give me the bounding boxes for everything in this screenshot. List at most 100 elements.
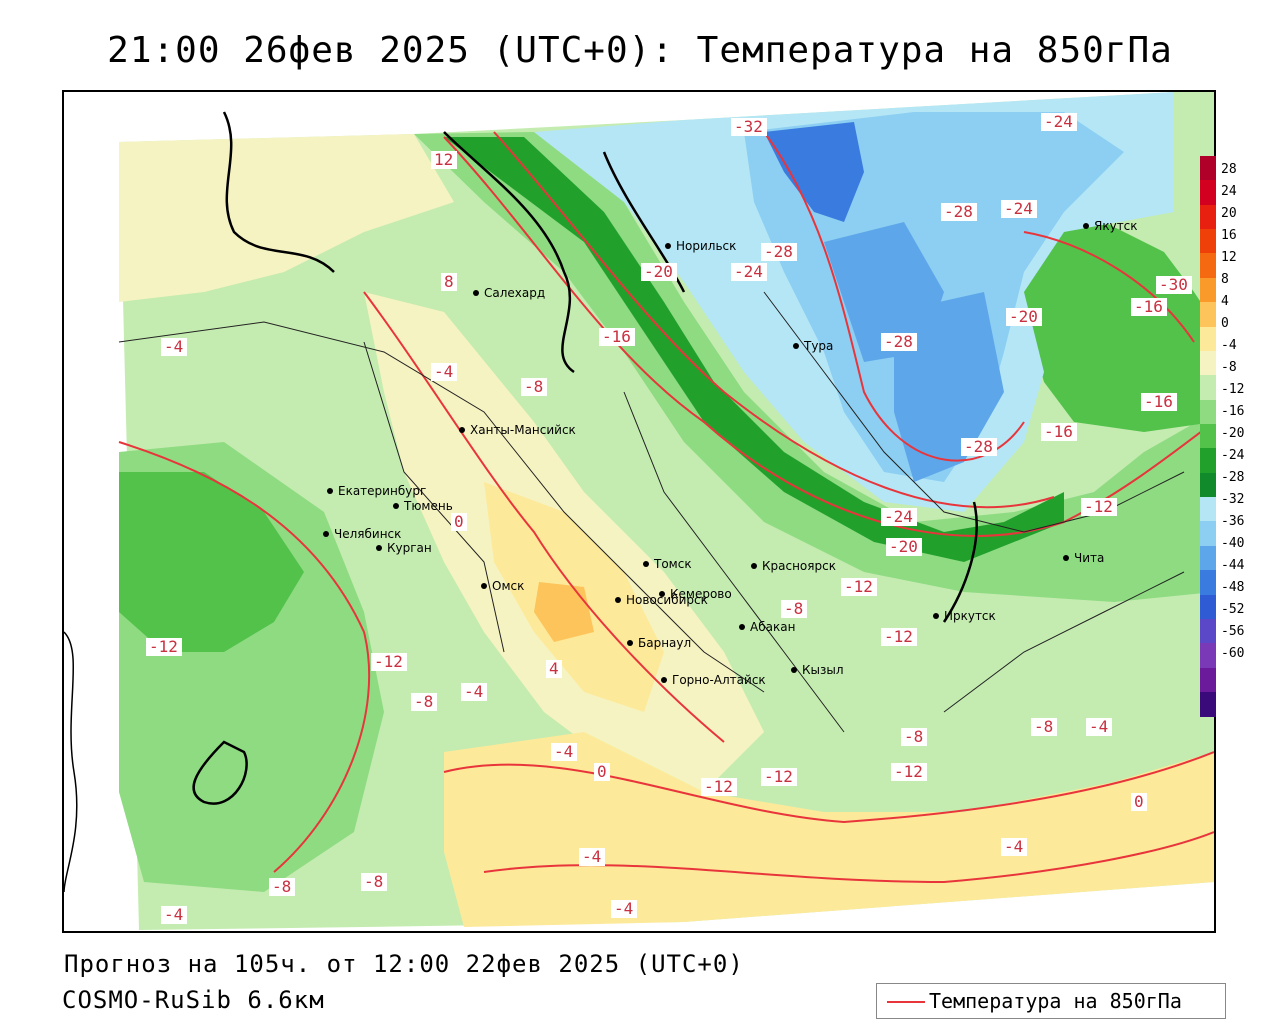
colorbar-tick-label: -20 (1221, 426, 1245, 441)
colorbar-segment (1200, 204, 1216, 231)
svg-text:-32: -32 (734, 117, 763, 136)
isotherm-label: -24 (1001, 199, 1037, 218)
city-marker: Новосибирск (615, 593, 708, 607)
colorbar-tick-label: 0 (1221, 316, 1229, 331)
city-dot (627, 640, 633, 646)
svg-text:-8: -8 (272, 877, 291, 896)
city-label: Екатеринбург (338, 484, 426, 498)
city-dot (661, 677, 667, 683)
svg-text:0: 0 (454, 512, 464, 531)
city-label: Чита (1074, 551, 1104, 565)
city-dot (473, 290, 479, 296)
colorbar-segment (1200, 156, 1216, 182)
svg-text:-4: -4 (164, 337, 183, 356)
city-marker: Кемерово (659, 587, 732, 601)
svg-text:-12: -12 (894, 762, 923, 781)
isotherm-label: 0 (451, 512, 467, 531)
city-dot (481, 583, 487, 589)
svg-text:-16: -16 (1144, 392, 1173, 411)
city-label: Абакан (750, 620, 795, 634)
colorbar-tick-label: -12 (1221, 382, 1245, 397)
colorbar-segment (1200, 375, 1216, 401)
svg-text:0: 0 (1134, 792, 1144, 811)
isotherm-label: -4 (461, 682, 487, 701)
isotherm-label: -8 (361, 872, 387, 891)
svg-text:-28: -28 (964, 437, 993, 456)
city-dot (739, 624, 745, 630)
colorbar-segment (1200, 472, 1216, 499)
city-marker: Салехард (473, 286, 545, 300)
city-dot (659, 591, 665, 597)
city-label: Новосибирск (626, 593, 708, 607)
temperature-map: Салехард Норильск Тура Якутск Ханты-Мансийск… (62, 90, 1216, 933)
svg-text:-20: -20 (889, 537, 918, 556)
colorbar-tick-label: 4 (1221, 294, 1229, 309)
city-label: Барнаул (638, 636, 691, 650)
colorbar-tick-label: -36 (1221, 514, 1245, 529)
cool-area-east (1014, 222, 1214, 432)
cities-layer: Салехард Норильск Тура Якутск Ханты-Мансийск… (323, 219, 1138, 687)
city-marker: Екатеринбург (327, 484, 426, 498)
svg-text:-4: -4 (464, 682, 483, 701)
isotherm-label: 4 (546, 659, 562, 678)
svg-text:-12: -12 (884, 627, 913, 646)
city-dot (793, 343, 799, 349)
city-marker: Томск (643, 557, 692, 571)
svg-text:-20: -20 (1009, 307, 1038, 326)
city-dot (665, 243, 671, 249)
svg-text:-12: -12 (1084, 497, 1113, 516)
city-label: Ханты-Мансийск (470, 423, 576, 437)
svg-text:-28: -28 (764, 242, 793, 261)
city-label: Салехард (484, 286, 545, 300)
colorbar-tick-label: -16 (1221, 404, 1245, 419)
legend: Температура на 850гПа (876, 983, 1226, 1019)
legend-line-swatch (887, 1001, 925, 1003)
isotherm-label: -24 (731, 262, 767, 281)
isotherm-label: -16 (1131, 297, 1167, 316)
colorbar-tick-label: -48 (1221, 580, 1245, 595)
svg-text:-12: -12 (374, 652, 403, 671)
city-marker: Тюмень (393, 499, 453, 513)
isotherm-label: -28 (941, 202, 977, 221)
svg-text:-4: -4 (164, 905, 183, 924)
city-label: Горно-Алтайск (672, 673, 766, 687)
colorbar-segment (1200, 350, 1216, 377)
colorbar (1200, 156, 1216, 718)
city-marker: Омск (481, 579, 524, 593)
city-dot (459, 427, 465, 433)
colorbar-tick-label: -44 (1221, 558, 1245, 573)
colorbar-tick-label: 12 (1221, 250, 1237, 265)
colorbar-segment (1200, 399, 1216, 425)
isotherm-label: -4 (611, 899, 637, 918)
isotherm-label: -12 (701, 777, 737, 796)
colorbar-segment (1200, 497, 1216, 523)
isotherm-label: -8 (269, 877, 295, 896)
isotherm-label: -28 (761, 242, 797, 261)
colorbar-segment (1200, 618, 1216, 645)
cool-core-west (119, 472, 304, 652)
svg-text:-30: -30 (1159, 275, 1188, 294)
isotherm-label: -4 (579, 847, 605, 866)
colorbar-tick-label: 16 (1221, 228, 1237, 243)
city-dot (615, 597, 621, 603)
svg-text:-4: -4 (1089, 717, 1108, 736)
svg-text:-12: -12 (704, 777, 733, 796)
isotherm-label: -16 (1041, 422, 1077, 441)
isotherm-label: 12 (431, 150, 457, 169)
city-marker: Челябинск (323, 527, 401, 541)
colorbar-segment (1200, 229, 1216, 255)
model-info: COSMO-RuSib 6.6км (62, 986, 325, 1014)
isotherm-label: 0 (1131, 792, 1147, 811)
isotherm-label: -8 (521, 377, 547, 396)
isotherm-label: -12 (891, 762, 927, 781)
colorbar-segment (1200, 180, 1216, 206)
colorbar-segment (1200, 594, 1216, 620)
isotherm-label: 8 (441, 272, 457, 291)
city-dot (1083, 223, 1089, 229)
isotherm-label: -4 (1086, 717, 1112, 736)
svg-text:-8: -8 (904, 727, 923, 746)
city-marker: Якутск (1083, 219, 1138, 233)
coldest-core-3 (894, 292, 1004, 482)
colorbar-tick-label: -52 (1221, 602, 1245, 617)
colorbar-segment (1200, 570, 1216, 596)
